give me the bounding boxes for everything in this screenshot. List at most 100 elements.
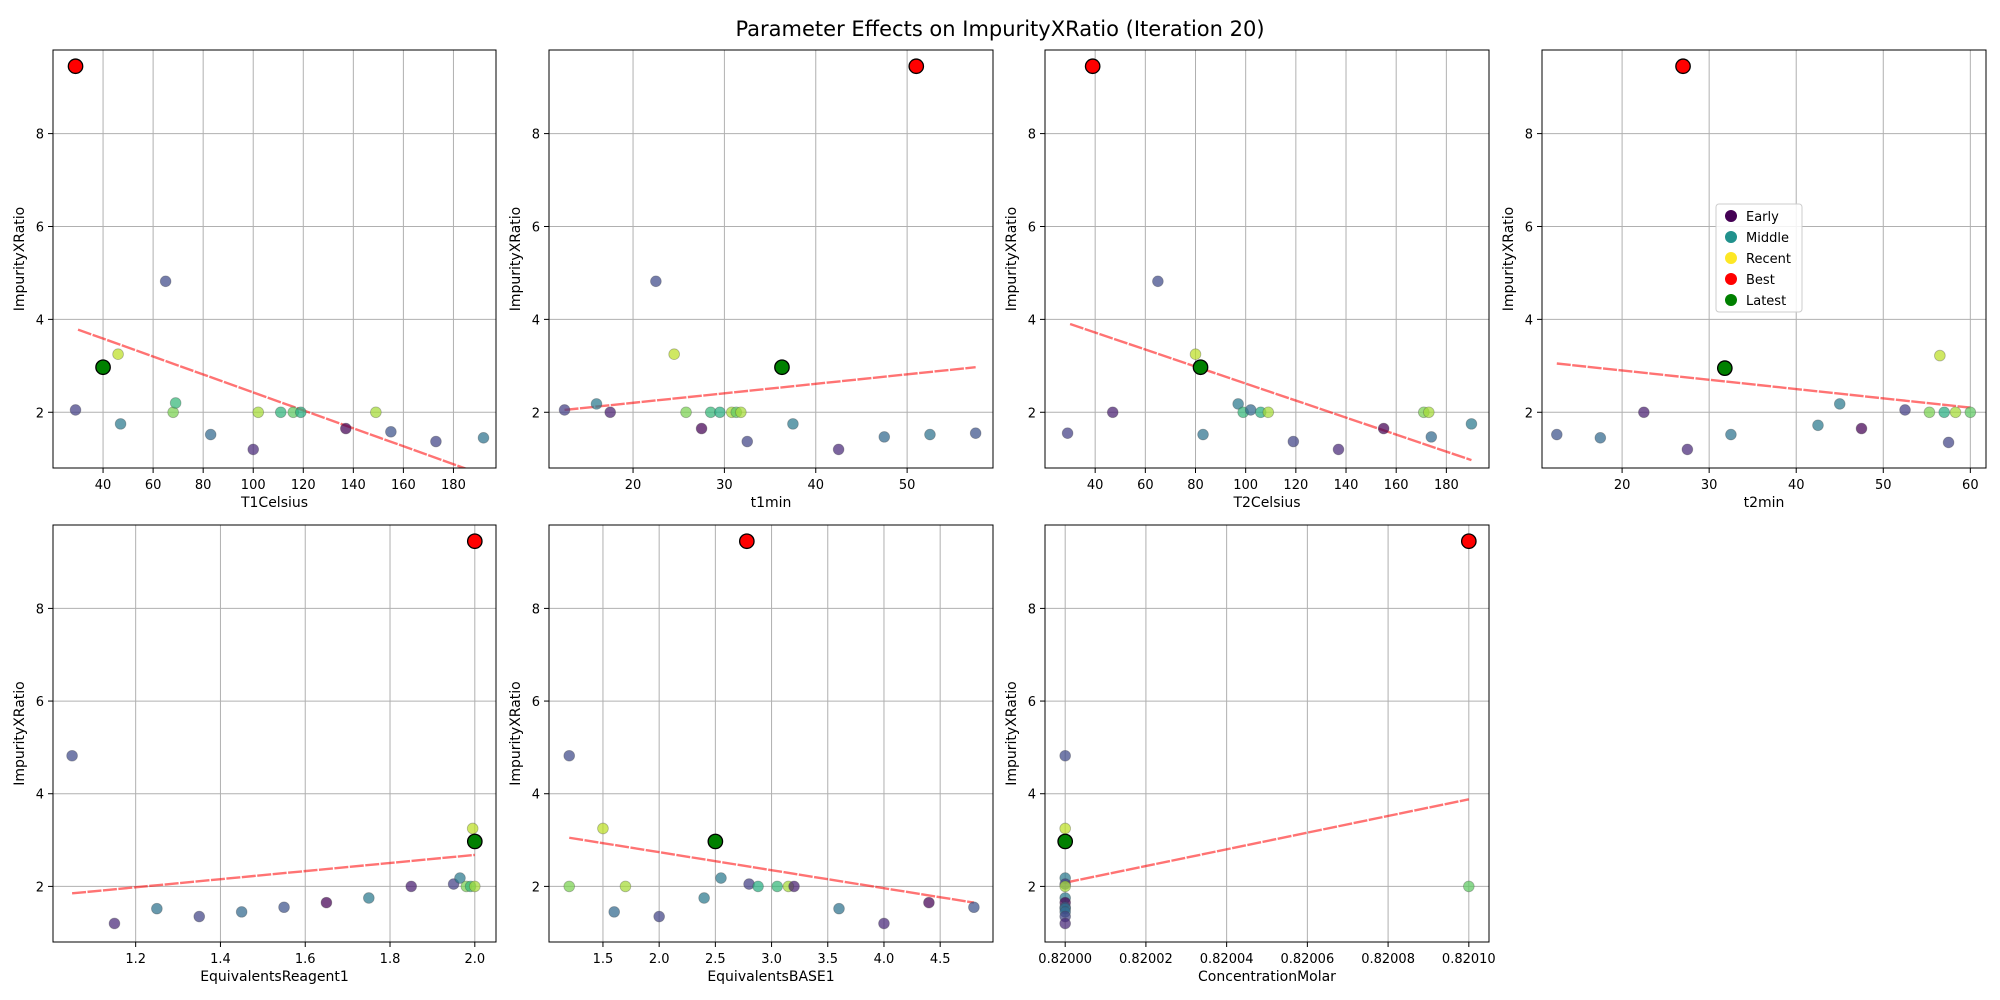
x-axis-label: t2min: [1744, 495, 1785, 511]
x-tick-label: 2.0: [649, 952, 670, 967]
x-tick-label: 3.5: [817, 952, 838, 967]
x-tick-label: 1.5: [593, 952, 614, 967]
data-point: [1465, 418, 1478, 430]
x-tick-label: 1.6: [295, 952, 316, 967]
data-point: [695, 422, 708, 435]
trend-line: [569, 836, 975, 904]
x-tick-label: 50: [1875, 478, 1892, 493]
data-point: [69, 404, 82, 416]
data-point: [1059, 917, 1071, 930]
x-tick-label: 180: [441, 478, 466, 493]
data-point: [1949, 406, 1962, 419]
data-point: [1425, 431, 1438, 443]
subplot-1: 40 60 80 100 120 140 160 180 2 4 6 8 T1Celsius Impuri…: [12, 49, 497, 511]
y-tick-label: 6: [532, 220, 540, 235]
data-point: [563, 749, 576, 762]
x-axis-label: t1min: [751, 495, 792, 511]
y-tick-label: 4: [532, 313, 540, 328]
data-point: [1262, 406, 1275, 419]
data-point: [653, 910, 665, 923]
best-point: [738, 533, 755, 550]
y-tick-label: 4: [36, 788, 44, 803]
x-tick-label: 80: [1187, 478, 1204, 493]
x-tick-label: 0.82010: [1442, 952, 1496, 967]
y-tick-label: 2: [1028, 406, 1036, 421]
x-tick-label: 0.82000: [1038, 952, 1092, 967]
data-point: [1899, 404, 1911, 416]
y-tick-label: 2: [532, 406, 540, 421]
axes-frame: [548, 49, 994, 469]
y-tick-label: 4: [1525, 313, 1533, 328]
subplot-2: 20 30 40 50 2 4 6 8 t1min ImpurityXRatio: [508, 49, 994, 511]
data-point: [320, 896, 333, 909]
x-tick-label: 0.82002: [1119, 952, 1173, 967]
data-point: [1059, 749, 1071, 762]
trend-line: [1064, 798, 1470, 884]
y-axis-label: ImpurityXRatio: [508, 207, 524, 311]
data-point: [923, 896, 935, 909]
y-tick-label: 4: [1028, 313, 1036, 328]
x-tick-label: 30: [716, 478, 733, 493]
x-tick-label: 2.5: [705, 952, 726, 967]
x-tick-label: 1.2: [125, 952, 146, 967]
latest-point: [1716, 360, 1733, 376]
latest-point: [1057, 833, 1074, 850]
x-tick-label: 160: [391, 478, 416, 493]
data-point: [193, 910, 206, 923]
data-point: [430, 435, 442, 448]
data-point: [1833, 398, 1846, 410]
data-point: [1964, 406, 1977, 419]
legend-box: [1715, 203, 1803, 313]
y-tick-label: 4: [1028, 788, 1036, 803]
data-point: [668, 348, 680, 361]
axes-frame: [1541, 49, 1987, 469]
legend-label-latest: Latest: [1746, 294, 1786, 309]
data-point: [204, 428, 217, 441]
subplot-6: 1.5 2.0 2.5 3.0 3.5 4.0 4.5 2 4 6 8 EquivalentsBASE…: [508, 524, 994, 985]
data-point: [1377, 422, 1390, 435]
figure-title: Parameter Effects on ImpurityXRatio (Ite…: [735, 17, 1264, 41]
y-axis-label: ImpurityXRatio: [12, 681, 28, 785]
x-tick-label: 40: [1087, 478, 1104, 493]
y-tick-label: 6: [1028, 220, 1036, 235]
data-point: [788, 880, 800, 893]
data-point: [1244, 404, 1257, 416]
data-point: [235, 906, 248, 918]
data-point: [1942, 436, 1955, 449]
data-point: [924, 428, 936, 441]
data-point: [619, 880, 632, 893]
data-point: [385, 425, 397, 438]
data-point: [1287, 435, 1300, 448]
x-tick-label: 60: [1962, 478, 1979, 493]
plot-area: [1061, 58, 1478, 462]
data-point: [1551, 428, 1563, 441]
trend-line: [1069, 322, 1472, 462]
best-point: [1460, 533, 1477, 550]
x-tick-label: 20: [1614, 478, 1631, 493]
x-tick-label: 3.0: [761, 952, 782, 967]
x-tick-label: 4.5: [930, 952, 951, 967]
data-point: [66, 749, 78, 762]
plot-area: [67, 58, 490, 468]
data-point: [114, 418, 127, 430]
y-tick-label: 6: [532, 695, 540, 710]
plot-area: [1057, 533, 1477, 930]
y-tick-label: 2: [36, 406, 44, 421]
data-point: [278, 901, 290, 914]
legend-marker-recent: [1725, 252, 1737, 264]
x-tick-label: 120: [291, 478, 316, 493]
x-tick-label: 2.0: [464, 952, 485, 967]
x-tick-label: 140: [341, 478, 366, 493]
y-tick-label: 2: [1525, 406, 1533, 421]
y-tick-label: 8: [532, 128, 540, 143]
data-point: [1681, 443, 1694, 456]
data-point: [878, 431, 891, 443]
y-tick-label: 8: [1028, 128, 1036, 143]
latest-point: [774, 359, 790, 376]
data-point: [735, 406, 747, 419]
legend: Early Middle Recent Best Latest: [1715, 203, 1803, 313]
x-tick-label: 40: [95, 478, 112, 493]
data-point: [454, 872, 466, 884]
